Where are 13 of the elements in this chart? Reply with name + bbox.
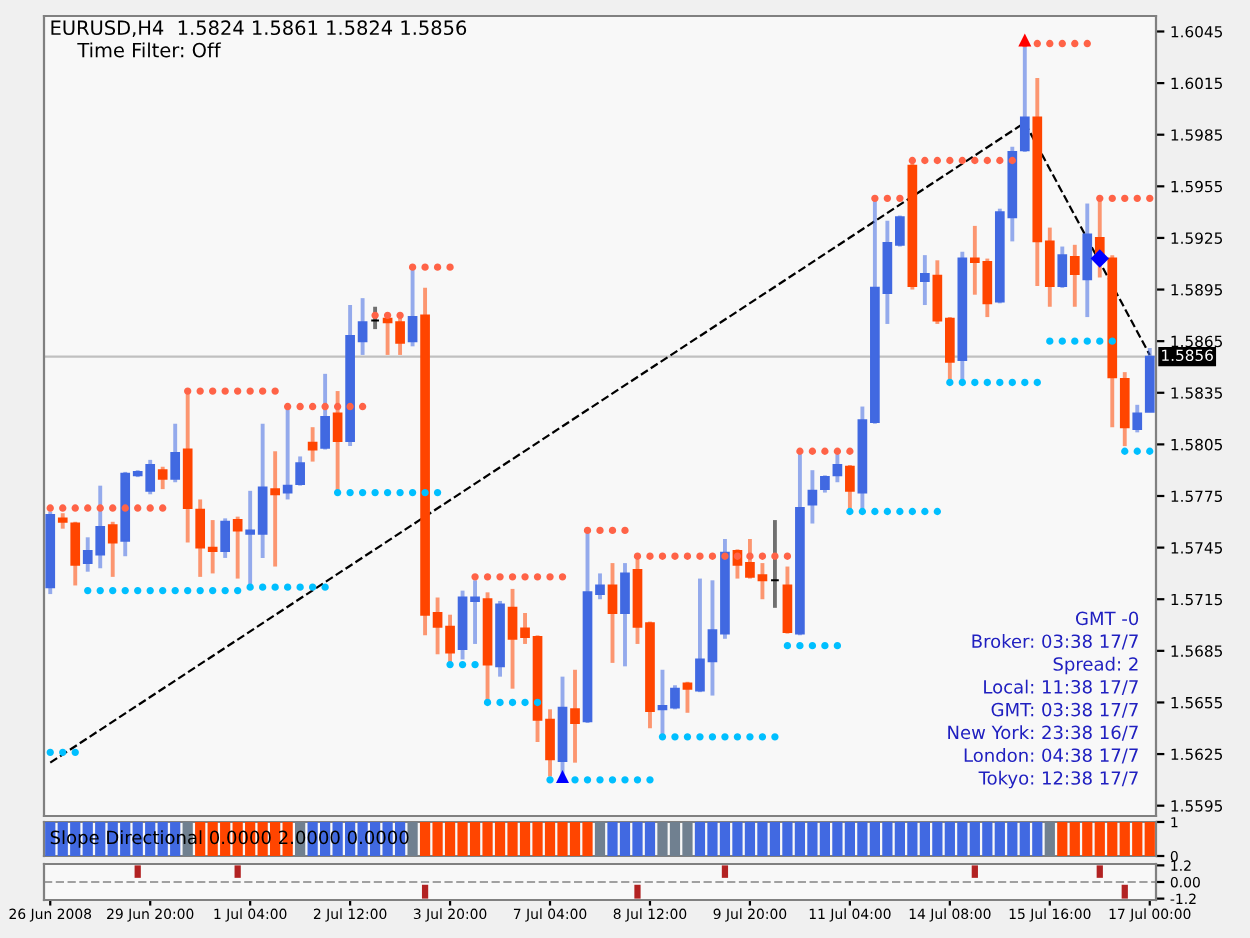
chart-title: EURUSD,H4 1.5824 1.5861 1.5824 1.5856 bbox=[51, 20, 467, 38]
annotation: New York: 23:38 16/7 bbox=[948, 725, 1138, 741]
point bbox=[1090, 249, 1109, 268]
annotation: Spread: 2 bbox=[1053, 656, 1138, 675]
point bbox=[556, 769, 570, 783]
annotation: GMT -0 bbox=[1076, 611, 1139, 626]
annotation: Broker: 03:38 17/7 bbox=[972, 634, 1138, 650]
annotation: London: 04:38 17/7 bbox=[964, 748, 1138, 764]
annotation: Tokyo: 12:38 17/7 bbox=[978, 770, 1138, 789]
point bbox=[1018, 33, 1032, 47]
annotation: Local: 11:38 17/7 bbox=[984, 679, 1138, 696]
annotation: GMT: 03:38 17/7 bbox=[991, 702, 1138, 718]
text: Time Filter: Off bbox=[77, 42, 222, 58]
